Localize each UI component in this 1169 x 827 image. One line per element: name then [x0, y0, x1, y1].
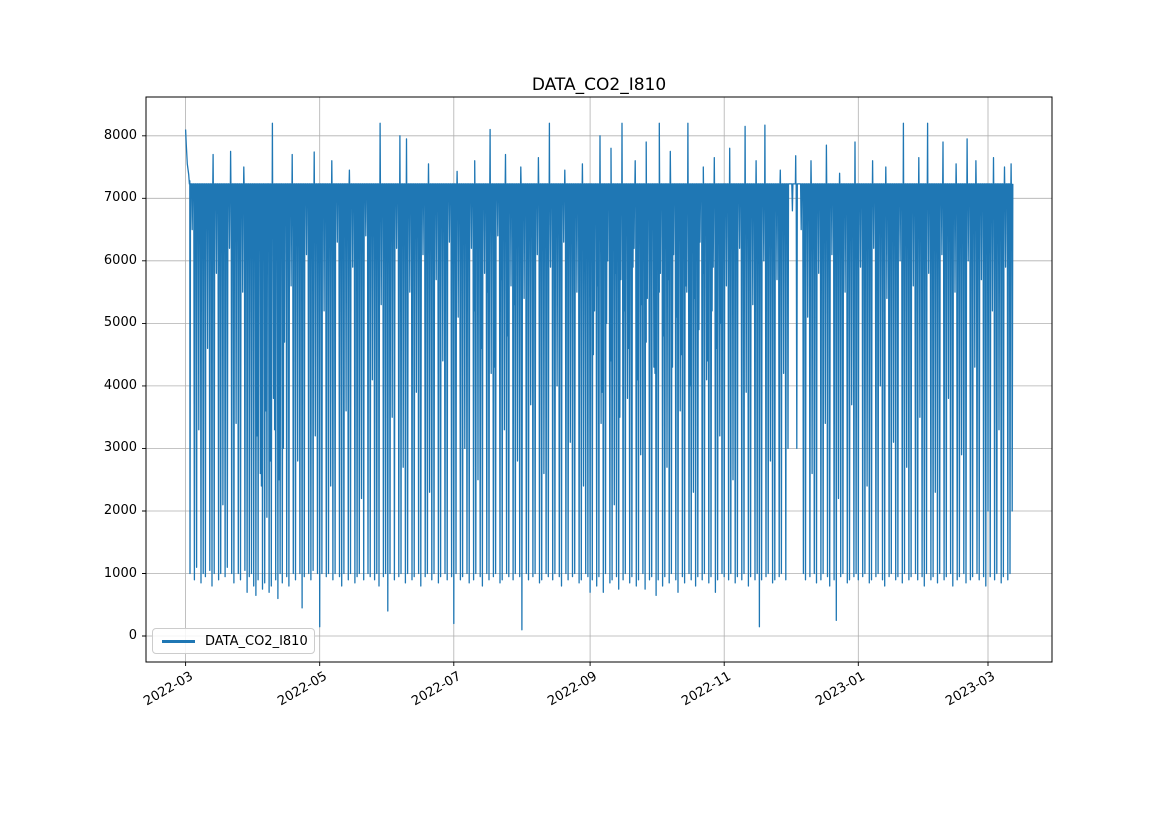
legend: DATA_CO2_I810: [152, 628, 315, 654]
y-tick-label: 8000: [103, 128, 137, 143]
data-series-line: [184, 122, 1014, 631]
y-tick-label: 3000: [103, 440, 137, 455]
tick-marks: [142, 135, 989, 666]
chart-title: DATA_CO2_I810: [531, 75, 667, 95]
axes-frame: [145, 96, 1053, 663]
y-tick-label: 7000: [103, 190, 137, 205]
y-tick-label: 2000: [103, 503, 137, 518]
y-tick-label: 0: [128, 628, 137, 643]
y-tick-label: 4000: [103, 378, 137, 393]
y-tick-label: 1000: [103, 566, 137, 581]
legend-label: DATA_CO2_I810: [205, 633, 308, 649]
legend-line-sample: [162, 639, 195, 643]
y-tick-label: 6000: [103, 253, 137, 268]
y-tick-label: 5000: [103, 315, 137, 330]
